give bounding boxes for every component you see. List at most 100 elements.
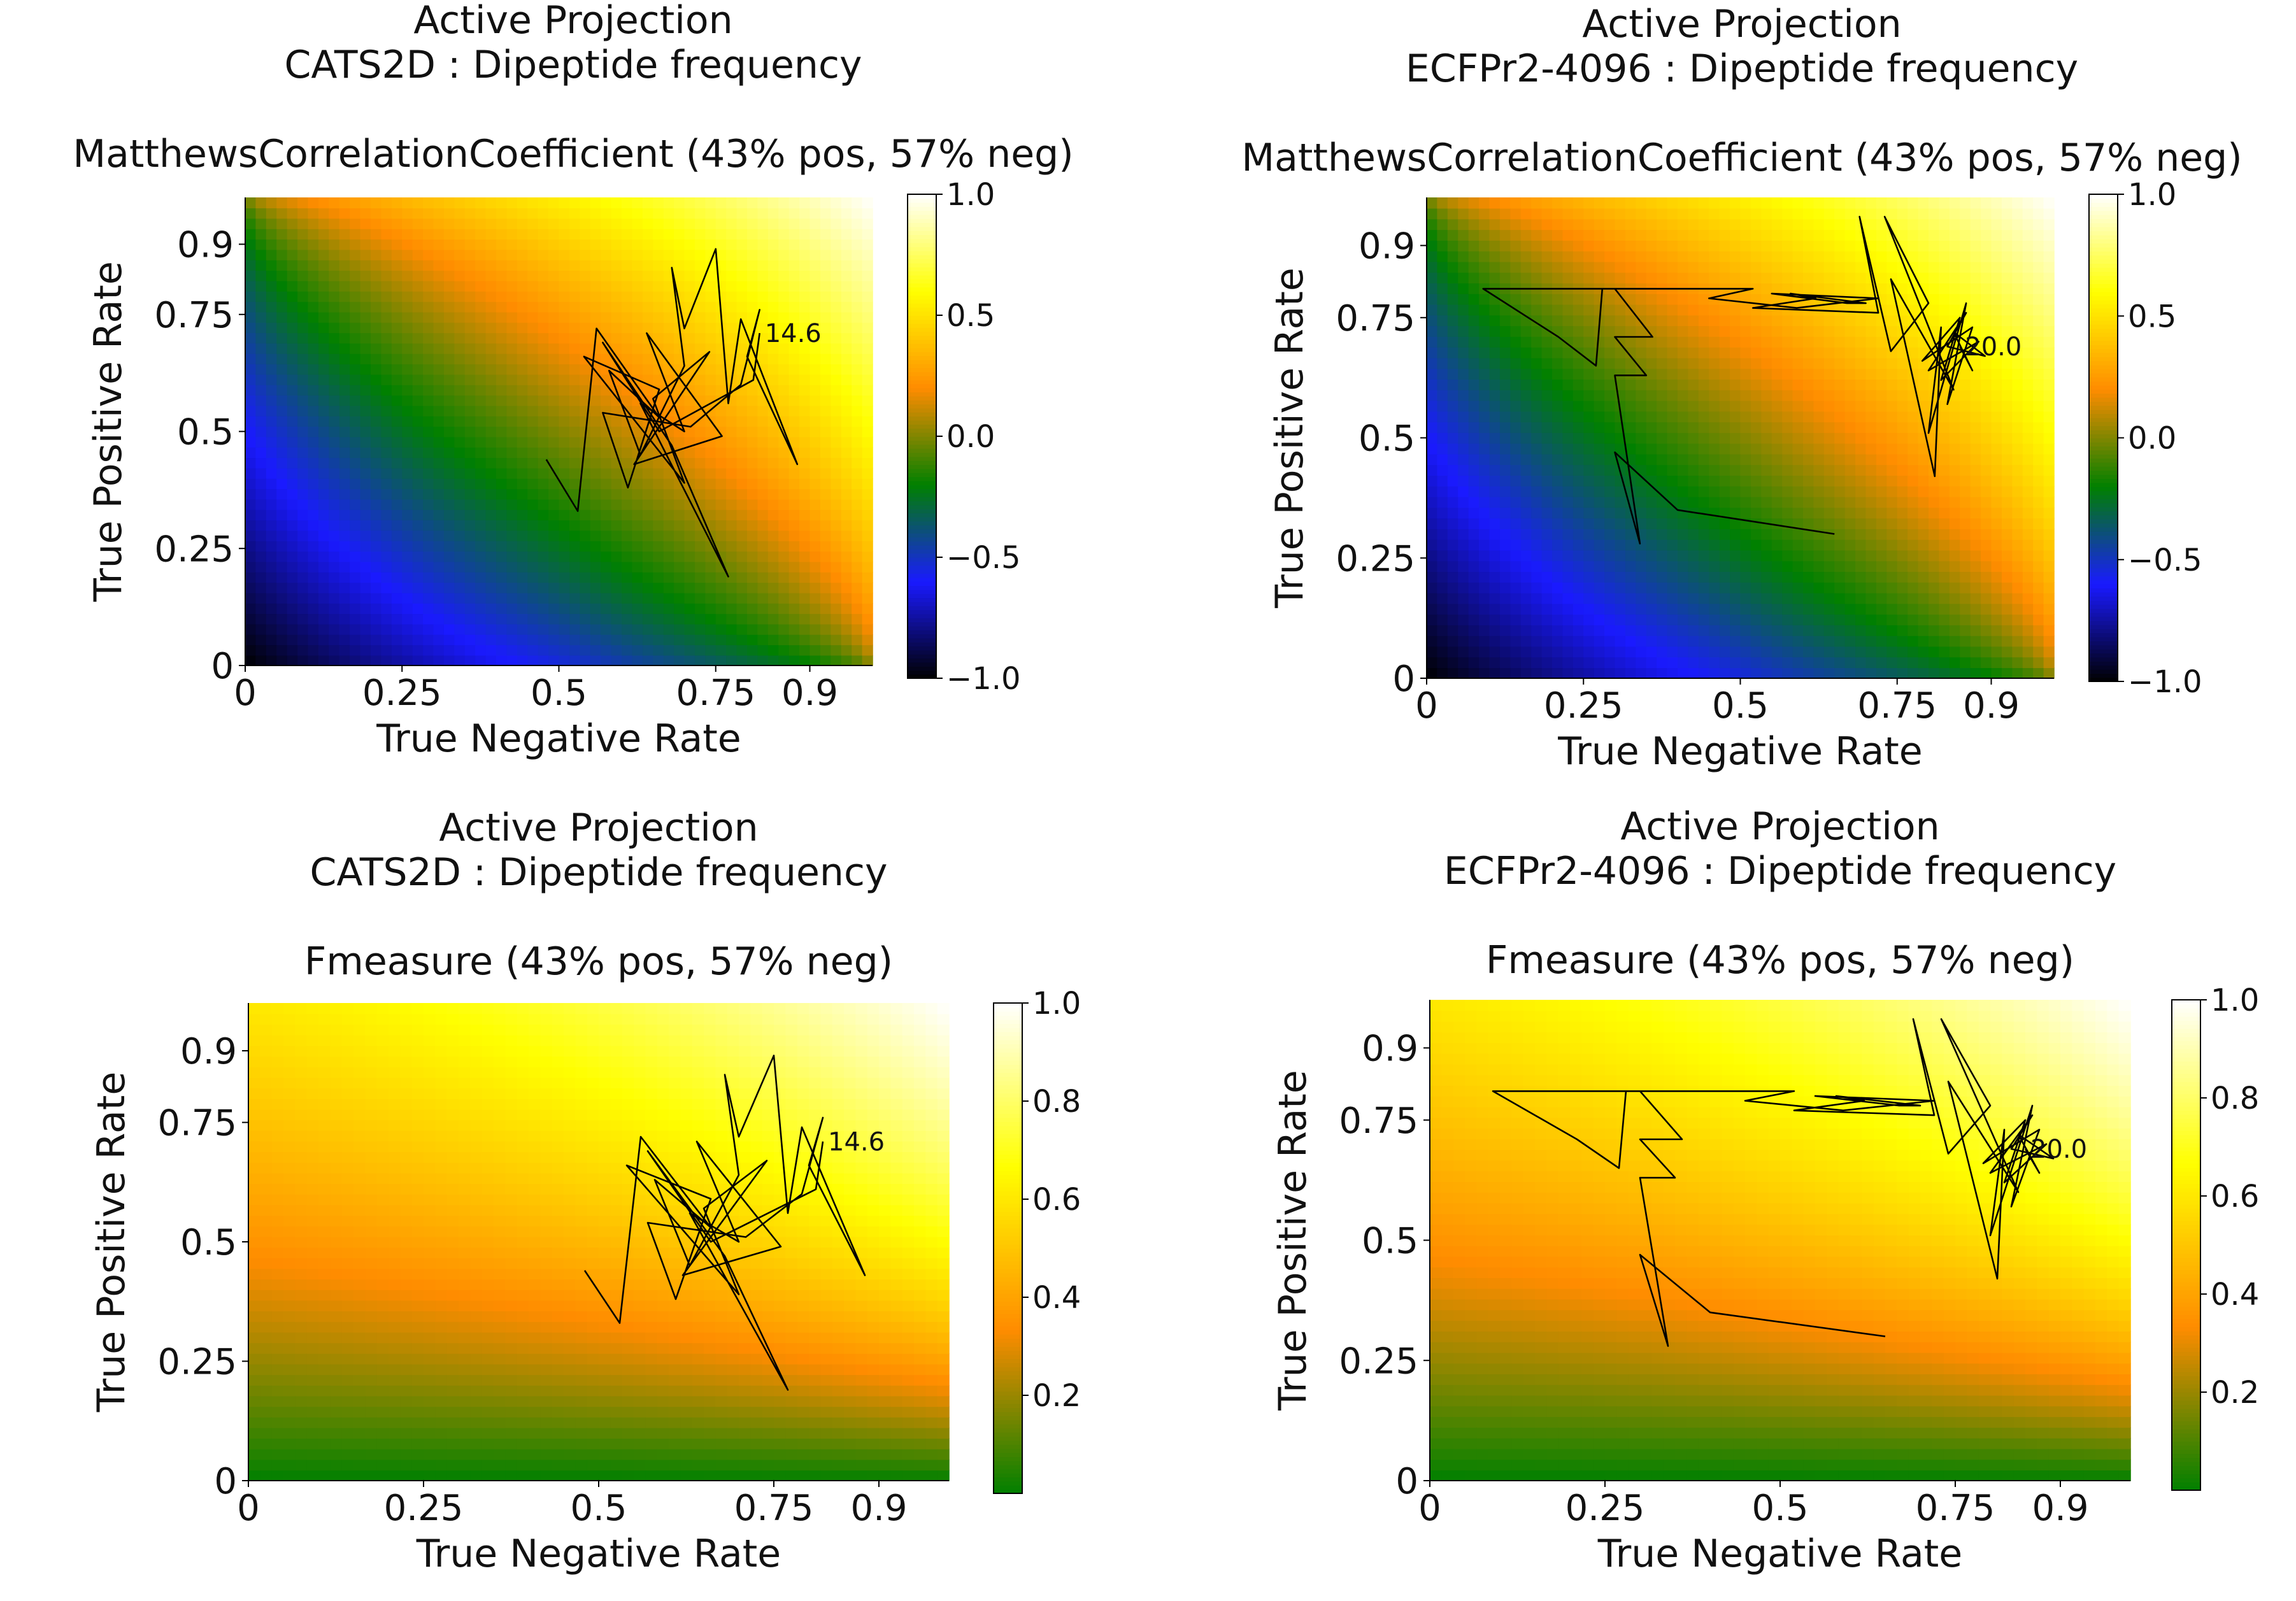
heatmap-cell bbox=[569, 270, 581, 281]
heatmap-cell bbox=[371, 416, 382, 427]
heatmap-cell bbox=[788, 374, 800, 385]
heatmap-cell bbox=[371, 613, 382, 625]
heatmap-cell bbox=[1479, 592, 1490, 604]
heatmap-cell bbox=[694, 634, 706, 646]
heatmap-cell bbox=[1499, 261, 1511, 273]
heatmap-cell bbox=[1907, 346, 1919, 359]
heatmap-cell bbox=[1583, 422, 1595, 433]
heatmap-cell bbox=[1730, 379, 1741, 390]
heatmap-cell bbox=[1447, 325, 1459, 337]
heatmap-cell bbox=[788, 416, 800, 427]
heatmap-cell bbox=[632, 229, 643, 240]
heatmap-cell bbox=[1813, 283, 1825, 294]
heatmap-cell bbox=[464, 364, 476, 375]
heatmap-cell bbox=[245, 530, 257, 541]
heatmap-cell bbox=[767, 332, 780, 344]
colorbar-segment bbox=[908, 335, 936, 340]
heatmap-cell bbox=[715, 436, 727, 448]
heatmap-cell bbox=[715, 416, 727, 427]
heatmap-cell bbox=[1834, 486, 1846, 497]
heatmap-cell bbox=[1657, 229, 1668, 241]
heatmap-cell bbox=[747, 551, 759, 562]
heatmap-cell bbox=[705, 655, 717, 666]
heatmap-cell bbox=[1740, 432, 1751, 444]
heatmap-cell bbox=[1520, 368, 1532, 380]
heatmap-cell bbox=[601, 353, 612, 365]
heatmap-cell bbox=[674, 426, 685, 438]
heatmap-cell bbox=[1604, 475, 1616, 487]
heatmap-cell bbox=[433, 291, 445, 302]
heatmap-cell bbox=[1865, 197, 1877, 209]
heatmap-cell bbox=[1458, 464, 1469, 476]
heatmap-cell bbox=[611, 613, 622, 625]
heatmap-cell bbox=[433, 416, 445, 427]
heatmap-cell bbox=[1468, 357, 1480, 369]
heatmap-cell bbox=[485, 499, 497, 510]
heatmap-cell bbox=[788, 291, 800, 302]
heatmap-cell bbox=[580, 343, 591, 354]
heatmap-cell bbox=[1541, 529, 1553, 540]
heatmap-cell bbox=[705, 311, 717, 323]
heatmap-cell bbox=[1730, 529, 1741, 540]
heatmap-cell bbox=[1855, 240, 1867, 252]
heatmap-cell bbox=[1803, 667, 1815, 679]
heatmap-cell bbox=[1918, 667, 1929, 679]
heatmap-cell bbox=[329, 301, 340, 313]
heatmap-cell bbox=[538, 208, 549, 219]
heatmap-cell bbox=[548, 291, 560, 302]
heatmap-cell bbox=[1489, 346, 1501, 359]
heatmap-cell bbox=[611, 322, 622, 334]
heatmap-cell bbox=[464, 634, 476, 646]
heatmap-cell bbox=[1437, 432, 1448, 444]
heatmap-cell bbox=[862, 447, 873, 459]
heatmap-cell bbox=[402, 229, 413, 240]
heatmap-cell bbox=[496, 603, 508, 615]
heatmap-cell bbox=[297, 436, 309, 448]
heatmap-cell bbox=[496, 582, 508, 594]
heatmap-cell bbox=[590, 343, 601, 354]
heatmap-cell bbox=[862, 239, 873, 250]
heatmap-cell bbox=[726, 488, 738, 500]
heatmap-cell bbox=[391, 260, 403, 271]
heatmap-cell bbox=[1834, 283, 1846, 294]
heatmap-cell bbox=[1813, 667, 1825, 679]
heatmap-cell bbox=[475, 280, 487, 292]
heatmap-cell bbox=[788, 541, 800, 552]
heatmap-cell bbox=[1427, 507, 1438, 519]
heatmap-cell bbox=[1458, 592, 1469, 604]
heatmap-cell bbox=[1876, 379, 1888, 390]
heatmap-cell bbox=[266, 582, 278, 594]
heatmap-cell bbox=[475, 343, 487, 354]
heatmap-cell bbox=[1625, 625, 1637, 636]
heatmap-cell bbox=[820, 582, 832, 594]
heatmap-cell bbox=[642, 249, 654, 260]
heatmap-cell bbox=[350, 447, 361, 459]
heatmap-cell bbox=[1761, 592, 1772, 604]
heatmap-cell bbox=[715, 291, 727, 302]
heatmap-cell bbox=[1458, 422, 1469, 433]
heatmap-cell bbox=[266, 374, 278, 385]
heatmap-cell bbox=[339, 488, 350, 500]
heatmap-cell bbox=[1636, 240, 1647, 252]
heatmap-cell bbox=[1897, 443, 1908, 455]
heatmap-cell bbox=[402, 572, 413, 583]
heatmap-cell bbox=[799, 457, 811, 469]
heatmap-cell bbox=[1646, 315, 1657, 327]
heatmap-cell bbox=[1520, 346, 1532, 359]
heatmap-cell bbox=[1625, 529, 1637, 540]
heatmap-cell bbox=[1615, 667, 1626, 679]
heatmap-cell bbox=[663, 343, 674, 354]
heatmap-cell bbox=[1750, 518, 1762, 529]
heatmap-cell bbox=[1615, 379, 1626, 390]
heatmap-cell bbox=[1678, 325, 1689, 337]
heatmap-cell bbox=[371, 541, 382, 552]
heatmap-cell bbox=[788, 208, 800, 219]
heatmap-cell bbox=[622, 530, 633, 541]
heatmap-cell bbox=[569, 613, 581, 625]
heatmap-cell bbox=[1907, 571, 1919, 583]
heatmap-cell bbox=[1479, 357, 1490, 369]
heatmap-cell bbox=[517, 457, 529, 469]
heatmap-cell bbox=[464, 541, 476, 552]
heatmap-cell bbox=[318, 655, 330, 666]
heatmap-cell bbox=[622, 572, 633, 583]
